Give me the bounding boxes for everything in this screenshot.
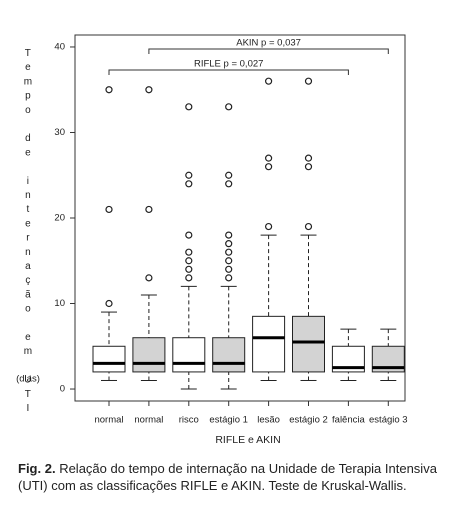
y-tick-label: 30	[54, 127, 65, 138]
outlier	[304, 222, 313, 231]
outlier	[145, 205, 153, 214]
bracket	[108, 69, 349, 75]
box	[212, 337, 246, 373]
outlier	[265, 154, 273, 162]
box	[252, 315, 286, 373]
x-tick-label: lesão	[257, 415, 280, 426]
outlier	[265, 163, 273, 171]
y-tick-label: 20	[54, 213, 65, 224]
outlier	[185, 171, 193, 179]
x-tick-label: falência	[332, 415, 365, 426]
outlier	[265, 222, 273, 231]
x-tick-label: estágio 1	[209, 415, 248, 426]
outlier	[225, 103, 233, 111]
x-tick-label: normal	[134, 415, 163, 426]
caption: Fig. 2. Relação do tempo de internação n…	[18, 460, 438, 494]
outlier	[225, 240, 233, 248]
outlier	[105, 86, 113, 94]
box	[92, 345, 126, 373]
x-tick-label: risco	[179, 415, 199, 426]
outlier	[225, 231, 233, 239]
box	[172, 337, 206, 373]
caption-text: Relação do tempo de internação na Unidad…	[18, 461, 437, 493]
y-tick-label: 40	[54, 41, 65, 52]
annotation: RIFLE p = 0,027	[194, 59, 263, 70]
x-tick-label: estágio 2	[289, 415, 328, 426]
outlier	[145, 274, 153, 282]
outlier	[185, 103, 193, 111]
outlier	[225, 248, 233, 256]
y-tick-label: 10	[54, 298, 65, 309]
outlier	[225, 180, 233, 188]
outlier	[225, 274, 233, 282]
y-axis-unit: (dias)	[16, 374, 40, 385]
outlier	[304, 163, 313, 171]
outlier	[185, 231, 193, 239]
outlier	[105, 205, 113, 214]
outlier	[225, 265, 233, 273]
outlier	[105, 299, 113, 308]
y-axis-label: Tempo de internação em UTI	[22, 48, 33, 417]
chart: Tempo de internação em UTI (dias) RIFLE …	[16, 34, 408, 446]
outlier	[304, 77, 313, 85]
box	[132, 337, 166, 373]
outlier	[185, 257, 193, 265]
annotation: AKIN p = 0,037	[236, 38, 301, 49]
x-axis-label: RIFLE e AKIN	[215, 434, 280, 446]
y-tick-label: 0	[60, 384, 65, 395]
outlier	[225, 171, 233, 179]
x-tick-label: normal	[94, 415, 123, 426]
bracket	[148, 48, 389, 54]
outlier	[145, 86, 153, 94]
caption-label: Fig. 2.	[18, 461, 56, 476]
outlier	[185, 248, 193, 256]
outlier	[185, 265, 193, 273]
x-tick-label: estágio 3	[369, 415, 408, 426]
box	[292, 315, 325, 373]
outlier	[265, 77, 273, 85]
outlier	[185, 274, 193, 282]
outlier	[185, 180, 193, 188]
outlier	[304, 154, 313, 162]
outlier	[225, 257, 233, 265]
